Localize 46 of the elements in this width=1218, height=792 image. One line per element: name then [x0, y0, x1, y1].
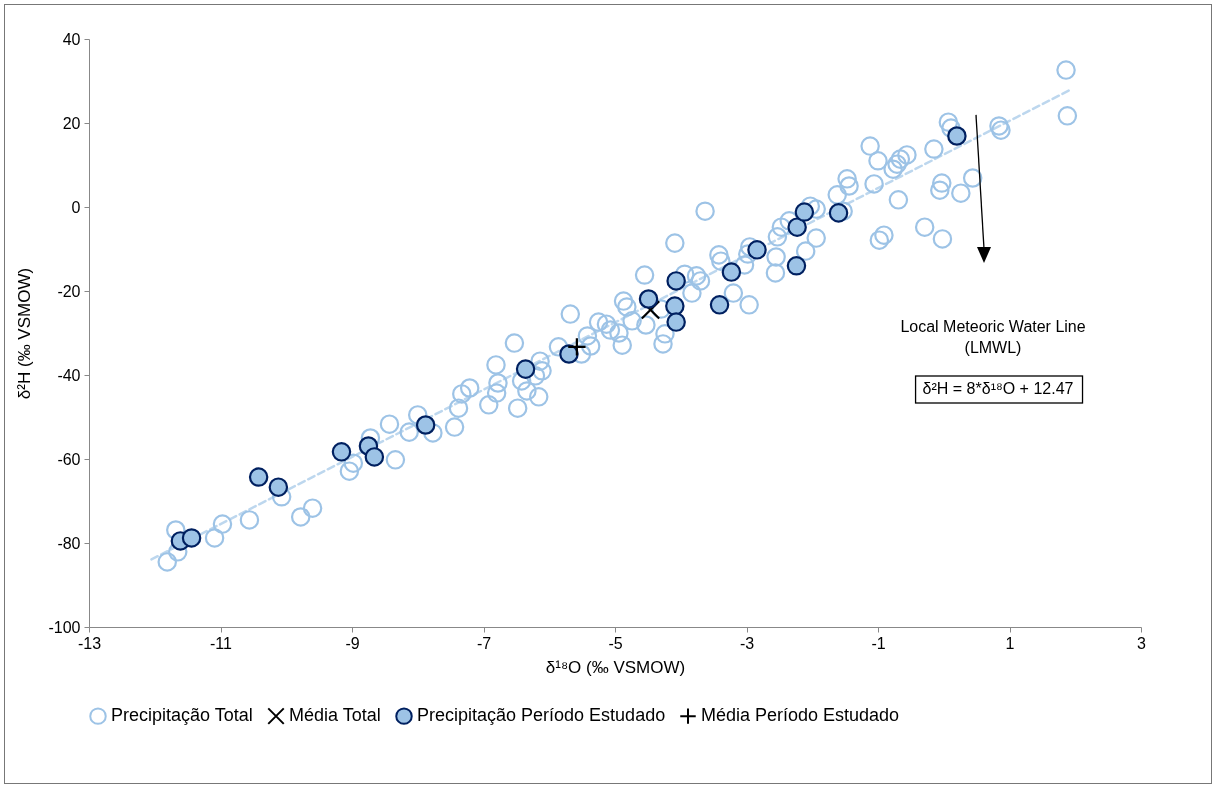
point: [721, 262, 742, 282]
y-tick-label: 0: [71, 198, 81, 216]
y-tick-label: -100: [48, 618, 81, 636]
x-tick-label: -3: [739, 634, 755, 652]
point: [331, 442, 352, 462]
point: [794, 202, 815, 222]
point: [567, 337, 587, 357]
point: [747, 240, 767, 260]
x-tick-label: -11: [210, 634, 233, 652]
x-tick-label: 3: [1137, 634, 1147, 652]
x-tick-label: -7: [476, 634, 492, 652]
legend-label: Precipitação Total: [111, 705, 253, 726]
y-tick-label: 40: [62, 30, 81, 48]
x-tick-label: -9: [345, 634, 360, 652]
legend-label: Média Período Estudado: [701, 705, 900, 726]
point: [640, 300, 661, 320]
point: [415, 415, 436, 435]
point: [181, 528, 202, 548]
y-tick-label: -80: [57, 534, 81, 552]
point: [248, 467, 269, 487]
annotation: δ²H = 8*δ¹⁸O + 12.47: [922, 380, 1074, 397]
point: [268, 477, 289, 497]
x-axis-title: δ¹⁸O (‰ VSMOW): [545, 657, 686, 677]
point: [947, 126, 967, 146]
point: [665, 296, 685, 316]
y-tick-label: -60: [57, 450, 81, 468]
y-tick-label: -40: [57, 366, 81, 384]
point: [364, 447, 385, 467]
point: [786, 256, 807, 276]
x-tick-label: -1: [871, 634, 886, 652]
point: [515, 359, 536, 379]
y-tick-label: -20: [57, 282, 81, 300]
x-tick-label: 1: [1005, 634, 1015, 652]
y-tick-label: 20: [62, 114, 81, 132]
x-tick-label: -5: [608, 634, 623, 652]
y-axis-title: δ²H (‰ VSMOW): [15, 267, 35, 400]
legend-label: Precipitação Período Estudado: [417, 705, 666, 726]
annotation: Local Meteoric Water Line (LMWL): [900, 318, 1086, 356]
x-tick-label: -13: [77, 634, 102, 652]
point: [787, 217, 807, 237]
point: [709, 295, 730, 315]
point: [666, 271, 686, 291]
point: [828, 203, 849, 223]
legend-label: Média Total: [289, 705, 381, 726]
point: [666, 312, 686, 332]
point: [638, 289, 659, 309]
